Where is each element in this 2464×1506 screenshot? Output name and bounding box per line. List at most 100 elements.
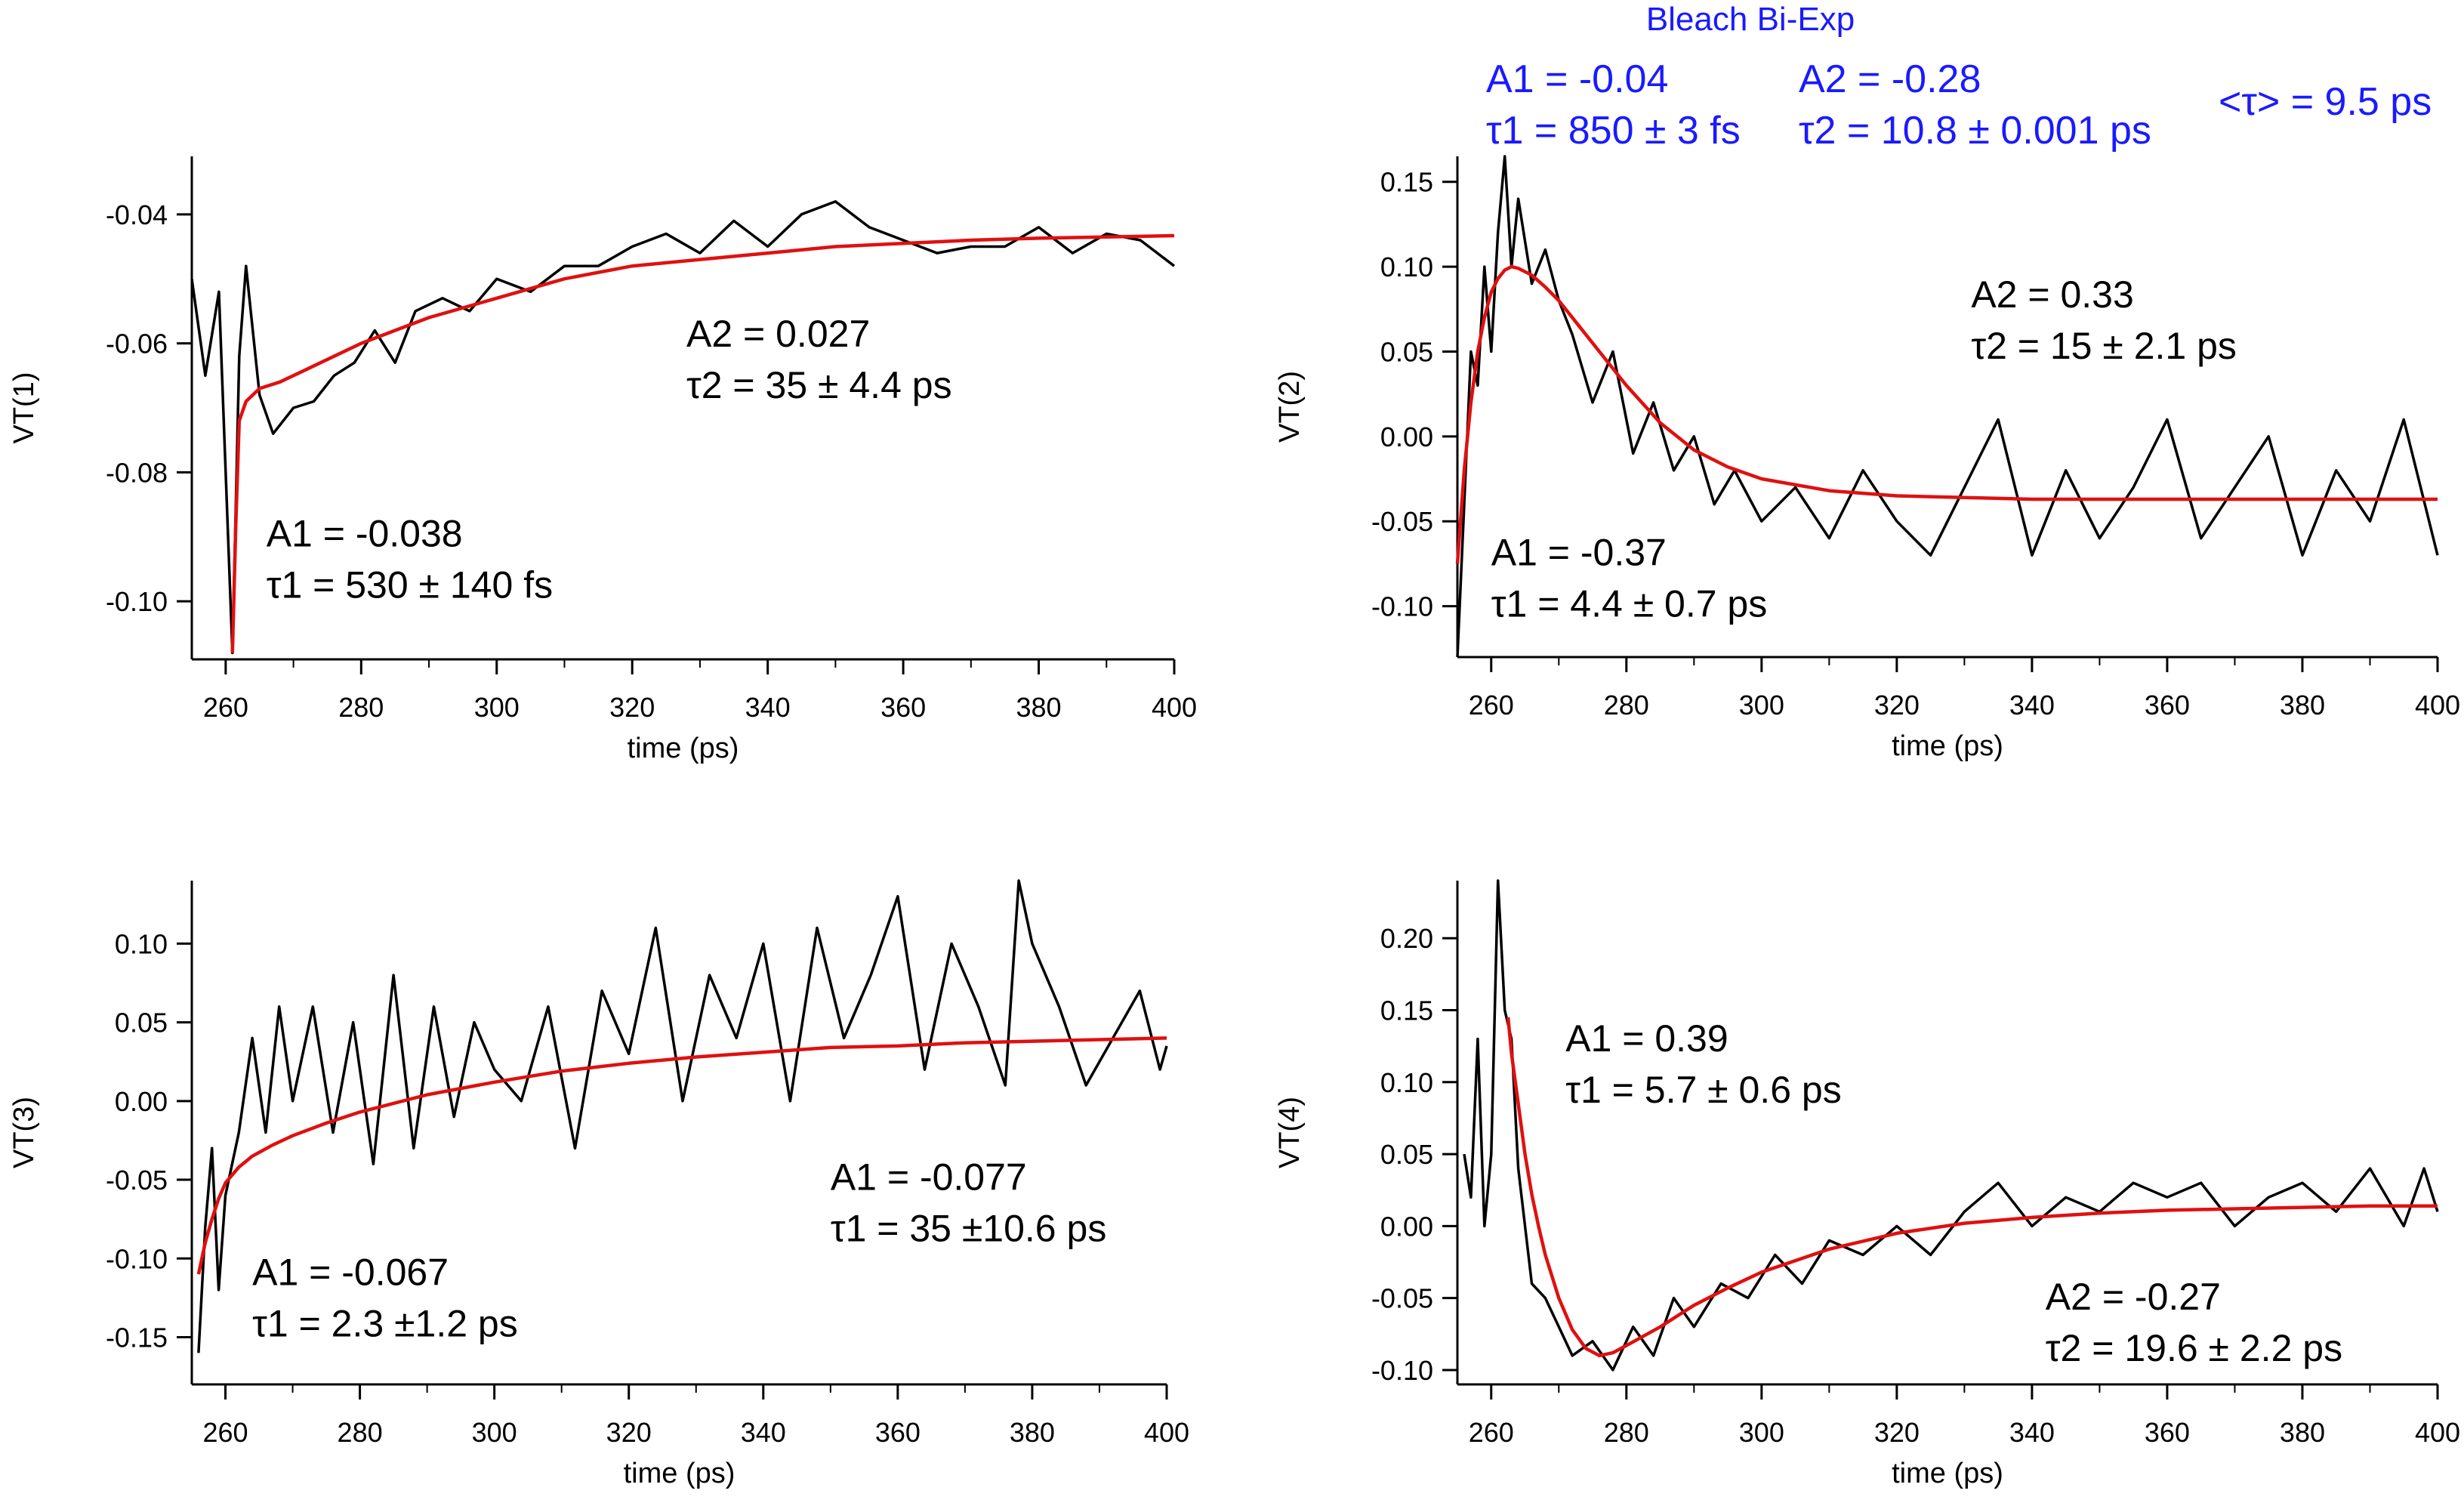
y-tick-label: -0.06 [106,329,168,360]
header-a2: A2 = -0.28 [1799,57,1981,101]
x-tick-label: 320 [1874,1417,1920,1448]
chart-panel-4: 260 280 300 320 340 360 380 400 time (ps) -0.10 -0… [1274,879,2460,1489]
x-tick-label: 360 [2145,1417,2190,1448]
x-axis-label: time (ps) [1892,1458,2003,1489]
annotation-amplitude: A1 = -0.038 [267,513,463,555]
annotation-amplitude: A2 = -0.27 [2046,1276,2221,1318]
y-tick-label: 0.10 [1380,252,1433,282]
y-tick-label: 0.15 [1380,995,1433,1026]
x-tick-label: 280 [338,692,384,723]
data-trace [197,879,1168,1353]
y-axis-label: VT(4) [1274,1097,1306,1168]
x-tick-label: 300 [472,1417,517,1448]
x-tick-label: 340 [741,1417,786,1448]
annotation-lifetime: τ1 = 35 ±10.6 ps [831,1208,1107,1250]
header-a1: A1 = -0.04 [1486,57,1668,101]
x-tick-label: 260 [1469,1417,1514,1448]
annotation-lifetime: τ2 = 15 ± 2.1 ps [1971,325,2237,367]
y-tick-label: -0.10 [106,1243,168,1274]
y-tick-label: -0.05 [1371,1283,1433,1314]
fit-curve [230,233,1175,653]
x-tick-label: 320 [1874,690,1920,721]
y-tick-label: -0.05 [1371,506,1433,537]
y-axis-label: VT(1) [8,372,40,444]
header-tau2: τ2 = 10.8 ± 0.001 ps [1799,109,2151,153]
y-tick-label: 0.05 [1380,1139,1433,1170]
header-tau-avg: <τ> = 9.5 ps [2219,80,2432,124]
x-tick-label: 360 [875,1417,921,1448]
annotation-lifetime: τ1 = 5.7 ± 0.6 ps [1565,1069,1841,1111]
x-tick-label: 260 [1469,690,1514,721]
y-axis-label: VT(3) [8,1097,40,1168]
x-tick-label: 280 [1604,1417,1649,1448]
header-tau1: τ1 = 850 ± 3 fs [1486,109,1741,153]
x-tick-label: 340 [745,692,791,723]
x-tick-label: 400 [2415,690,2460,721]
y-tick-label: -0.10 [1371,1355,1433,1386]
x-tick-label: 400 [1152,692,1197,723]
x-tick-label: 380 [1016,692,1062,723]
annotation-lifetime: τ1 = 2.3 ±1.2 ps [252,1303,518,1345]
annotation-lifetime: τ1 = 4.4 ± 0.7 ps [1491,583,1767,625]
x-tick-label: 320 [606,1417,652,1448]
data-trace [190,200,1176,655]
y-tick-label: 0.10 [1380,1067,1433,1098]
y-tick-label: -0.10 [106,586,168,617]
x-tick-label: 260 [203,692,248,723]
y-tick-label: 0.20 [1380,923,1433,954]
y-axis-label: VT(2) [1274,371,1306,443]
x-tick-label: 360 [880,692,926,723]
annotation-amplitude: A1 = -0.077 [831,1156,1027,1199]
y-tick-label: -0.04 [106,199,168,230]
chart-panel-2: 260 280 300 320 340 360 380 400 time (ps) -0.10 -0… [1274,155,2460,762]
fit-curve [196,1036,1167,1275]
annotation-lifetime: τ2 = 35 ± 4.4 ps [686,364,952,406]
x-tick-label: 280 [338,1417,383,1448]
x-tick-label: 380 [2280,690,2325,721]
y-tick-label: 0.15 [1380,167,1433,198]
x-tick-label: 340 [2009,1417,2055,1448]
data-trace [1456,155,2439,658]
y-tick-label: 0.00 [1380,1211,1433,1242]
y-tick-label: 0.05 [1380,336,1433,367]
x-axis-label: time (ps) [624,1458,735,1489]
x-tick-label: 380 [2280,1417,2325,1448]
fit-curve [1506,1017,2438,1358]
y-tick-label: -0.05 [106,1165,168,1196]
x-tick-label: 400 [1144,1417,1189,1448]
annotation-amplitude: A1 = -0.067 [252,1251,449,1294]
annotation-amplitude: A1 = 0.39 [1565,1017,1728,1060]
y-tick-label: -0.10 [1371,591,1433,622]
x-axis-label: time (ps) [1892,730,2003,762]
y-tick-label: -0.08 [106,457,168,488]
bleach-header: Bleach Bi-Exp <τ> = 9.5 ps A1 = -0.04 τ1… [1486,1,2432,153]
fit-curve [1455,264,2438,564]
x-tick-label: 340 [2009,690,2055,721]
y-tick-label: -0.15 [106,1322,168,1353]
data-trace [1463,879,2439,1372]
x-axis-label: time (ps) [628,733,739,764]
x-tick-label: 260 [202,1417,248,1448]
x-tick-label: 380 [1010,1417,1055,1448]
x-tick-label: 320 [609,692,655,723]
annotation-lifetime: τ1 = 530 ± 140 fs [267,564,553,606]
header-title: Bleach Bi-Exp [1646,1,1855,38]
chart-panel-1: 260 280 300 320 340 360 380 400 time (ps) -0.10 -0… [8,156,1197,764]
y-tick-label: 0.00 [1380,421,1433,452]
chart-panel-3: 260 280 300 320 340 360 380 400 time (ps) -0.15 -0… [8,879,1189,1489]
y-tick-label: 0.05 [115,1008,168,1038]
x-tick-label: 360 [2145,690,2190,721]
x-tick-label: 300 [1739,1417,1784,1448]
x-tick-label: 280 [1604,690,1649,721]
annotation-amplitude: A2 = 0.33 [1971,273,2133,316]
annotation-amplitude: A2 = 0.027 [686,313,870,355]
y-tick-label: 0.10 [115,928,168,959]
x-tick-label: 400 [2415,1417,2460,1448]
x-tick-label: 300 [1739,690,1784,721]
annotation-amplitude: A1 = -0.37 [1491,532,1667,574]
y-tick-label: 0.00 [115,1086,168,1117]
x-tick-label: 300 [474,692,520,723]
annotation-lifetime: τ2 = 19.6 ± 2.2 ps [2046,1327,2342,1369]
